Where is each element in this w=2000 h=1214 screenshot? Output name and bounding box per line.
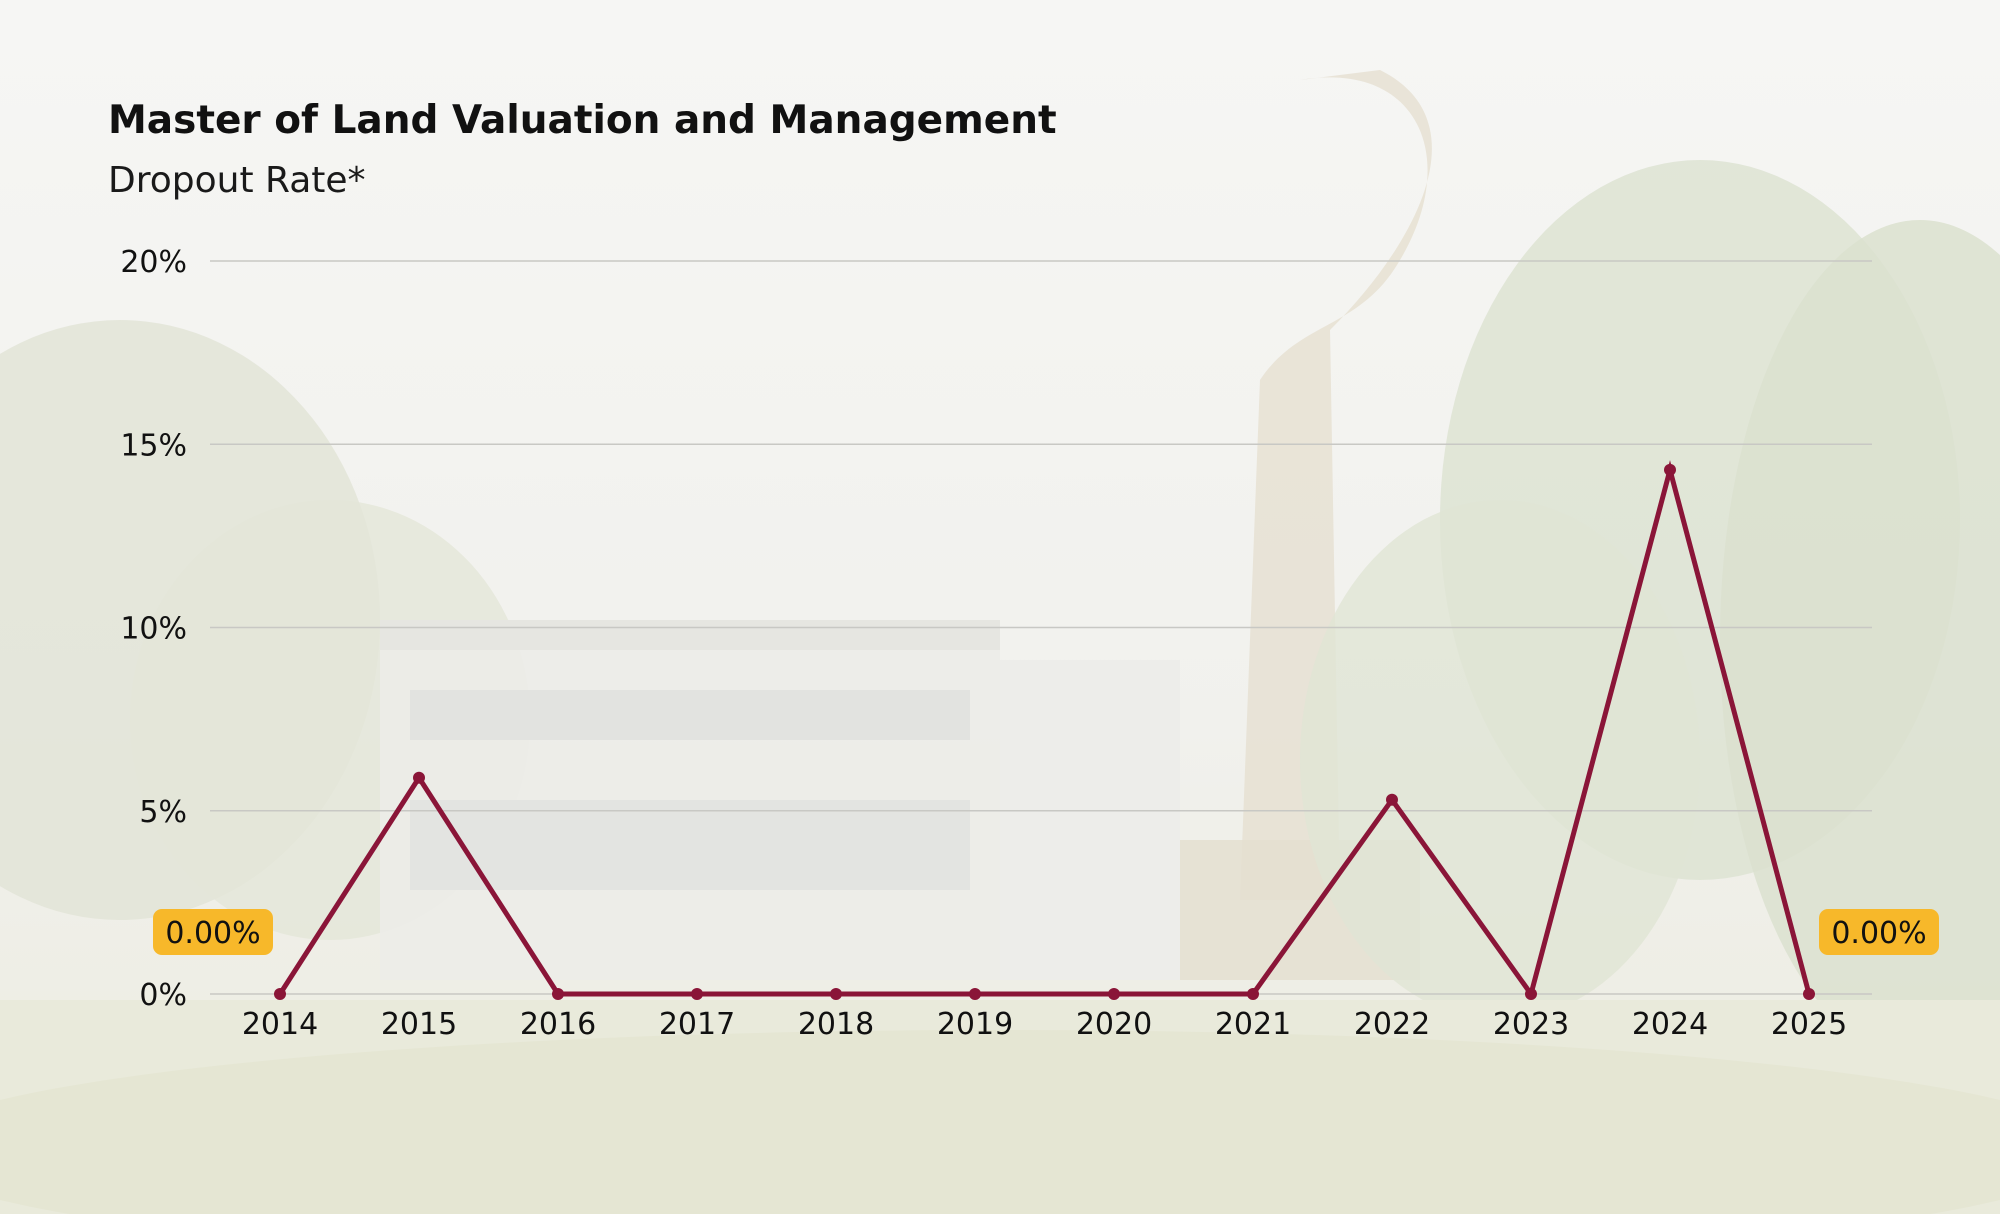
data-point — [413, 771, 425, 784]
y-tick-label: 20% — [120, 245, 187, 280]
data-point — [1803, 988, 1815, 1000]
data-point — [1664, 463, 1676, 476]
data-point — [830, 988, 842, 1000]
x-tick-label: 2014 — [242, 1007, 318, 1042]
data-point — [1386, 793, 1398, 806]
x-tick-label: 2020 — [1076, 1007, 1152, 1042]
x-tick-label: 2017 — [659, 1007, 735, 1042]
data-point — [1108, 988, 1120, 1000]
x-tick-label: 2019 — [937, 1007, 1013, 1042]
data-callout: 0.00% — [153, 909, 273, 955]
x-tick-label: 2015 — [381, 1007, 457, 1042]
x-tick-label: 2018 — [798, 1007, 874, 1042]
x-tick-label: 2022 — [1354, 1007, 1430, 1042]
data-point — [969, 988, 981, 1000]
y-tick-label: 0% — [139, 978, 187, 1013]
x-tick-label: 2023 — [1493, 1007, 1569, 1042]
x-tick-label: 2016 — [520, 1007, 596, 1042]
x-tick-label: 2021 — [1215, 1007, 1291, 1042]
x-tick-label: 2025 — [1771, 1007, 1847, 1042]
data-callout-box — [1819, 909, 1939, 955]
y-tick-label: 10% — [120, 612, 187, 647]
data-callout-box — [153, 909, 273, 955]
data-point — [1525, 988, 1537, 1000]
data-callout-label: 0.00% — [165, 916, 260, 951]
data-callout-label: 0.00% — [1831, 916, 1926, 951]
data-point — [552, 988, 564, 1000]
data-point — [691, 988, 703, 1000]
y-tick-label: 15% — [120, 428, 187, 463]
data-callout: 0.00% — [1819, 909, 1939, 955]
x-tick-label: 2024 — [1632, 1007, 1708, 1042]
page-subtitle: Dropout Rate* — [108, 160, 366, 201]
data-point — [1247, 988, 1259, 1000]
series-line — [277, 460, 1812, 1000]
page-title: Master of Land Valuation and Management — [108, 98, 1057, 143]
y-tick-label: 5% — [139, 795, 187, 830]
data-point — [274, 988, 286, 1000]
